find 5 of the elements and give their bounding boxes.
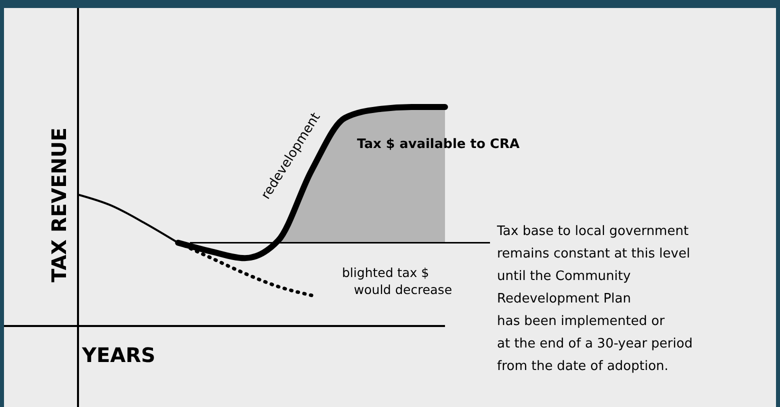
y-axis-title: TAX REVENUE xyxy=(47,128,71,282)
x-axis-title: YEARS xyxy=(81,343,156,367)
annotation: Tax $ available to CRA xyxy=(357,137,520,152)
ref-line-label: Tax base to local government remains constant at this level until the Community Redevelopment Plan has been implemented or at the end of a 30-year period from the date of adoption. xyxy=(496,224,693,374)
annotation: blighted tax $ would decrease xyxy=(342,265,452,297)
